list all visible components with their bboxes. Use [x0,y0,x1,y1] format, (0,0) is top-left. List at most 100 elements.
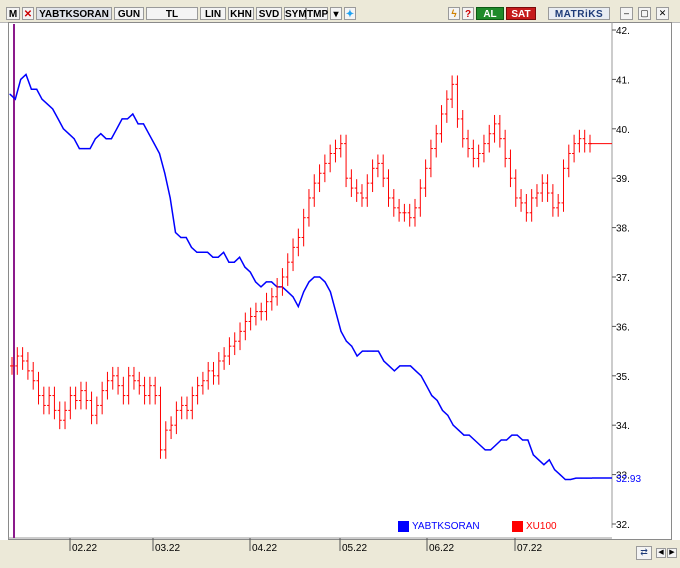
y-tick-label: 37. [616,273,630,284]
data-point-yabtksoran [174,231,177,234]
dropdown-arrow-icon[interactable]: ▾ [330,7,342,20]
minimize-icon[interactable]: – [620,7,633,20]
data-point-yabtksoran [335,310,337,313]
data-point-yabtksoran [201,251,203,253]
data-point-yabtksoran [228,261,230,263]
x-tick-label: 07.22 [517,543,542,554]
data-point-yabtksoran [265,281,267,283]
last-value-label: 32.93 [616,474,641,485]
data-point-yabtksoran [356,355,358,357]
data-point-yabtksoran [287,291,289,293]
currency-button[interactable]: TL [146,7,198,20]
x-tick-label: 04.22 [252,543,277,554]
data-point-yabtksoran [345,340,347,342]
data-point-yabtksoran [564,478,566,481]
tmp-button[interactable]: TMP [306,7,329,20]
data-point-yabtksoran [105,138,107,140]
data-point-yabtksoran [393,370,396,372]
data-point-yabtksoran [52,108,54,110]
toolbar: M ✕ YABTKSORAN GUN TL LIN KHN SVD SYM TM… [0,0,680,23]
data-point-yabtksoran [84,147,86,150]
m-button[interactable]: M [6,7,20,20]
svd-button[interactable]: SVD [256,7,282,20]
data-point-yabtksoran [148,133,150,135]
data-point-yabtksoran [62,128,64,130]
data-point-yabtksoran [137,123,139,125]
data-point-yabtksoran [196,251,198,253]
data-point-yabtksoran [340,330,342,332]
data-point-yabtksoran [303,291,305,293]
khn-button[interactable]: KHN [228,7,254,20]
data-point-yabtksoran [457,429,460,431]
data-point-yabtksoran [383,360,385,362]
data-point-yabtksoran [313,276,315,278]
data-point-yabtksoran [249,271,251,273]
chart-area[interactable] [8,22,672,540]
lightning-icon[interactable]: ϟ [448,7,460,20]
x-tick-label: 02.22 [72,543,97,554]
data-point-yabtksoran [319,276,321,278]
data-point-yabtksoran [46,103,48,105]
data-point-yabtksoran [20,78,22,80]
period-button[interactable]: GUN [114,7,144,20]
remove-icon[interactable]: ✕ [22,7,34,20]
data-point-yabtksoran [308,281,310,283]
scroll-right-icon[interactable]: ▶ [667,548,677,558]
data-point-yabtksoran [516,434,518,436]
data-point-yabtksoran [441,409,444,411]
data-point-yabtksoran [324,281,326,283]
data-point-yabtksoran [217,256,219,258]
y-tick-label: 35. [616,372,630,383]
data-point-yabtksoran [372,350,374,352]
sell-button[interactable]: SAT [506,7,536,20]
data-point-yabtksoran [153,143,155,145]
data-point-yabtksoran [495,444,497,446]
x-tick-label: 06.22 [429,543,454,554]
maximize-icon[interactable]: ▢ [638,7,651,20]
data-point-yabtksoran [9,93,11,95]
data-point-yabtksoran [255,281,257,283]
data-point-yabtksoran [57,118,59,120]
scale-button[interactable]: LIN [200,7,226,20]
x-tick-label: 05.22 [342,543,367,554]
help-icon[interactable]: ? [462,7,474,20]
scroll-left-icon[interactable]: ◀ [656,548,666,558]
data-point-yabtksoran [94,138,97,140]
data-point-yabtksoran [238,256,241,258]
data-point-yabtksoran [473,439,476,441]
symbol-field[interactable]: YABTKSORAN [36,7,112,20]
data-point-yabtksoran [404,365,406,367]
data-point-yabtksoran [68,133,70,135]
data-point-yabtksoran [116,128,118,130]
data-point-yabtksoran [73,138,75,140]
close-icon[interactable]: ✕ [656,7,669,20]
data-point-yabtksoran [121,118,123,120]
data-point-yabtksoran [409,365,412,367]
data-point-yabtksoran [126,118,129,120]
y-tick-label: 40. [616,125,630,136]
data-point-yabtksoran [78,147,81,150]
data-point-yabtksoran [233,261,235,263]
data-point-yabtksoran [489,449,492,451]
twitter-icon[interactable]: ✦ [344,7,356,20]
buy-button[interactable]: AL [476,7,504,20]
legend-label-xu100: XU100 [526,521,557,532]
sym-button[interactable]: SYM [284,7,307,20]
data-point-yabtksoran [425,385,428,387]
x-tick-label: 03.22 [155,543,180,554]
data-point-yabtksoran [559,474,561,476]
sync-icon[interactable]: ⇄ [636,546,652,560]
data-point-yabtksoran [100,133,102,135]
data-point-yabtksoran [132,113,134,115]
data-point-yabtksoran [158,152,161,155]
data-point-yabtksoran [500,439,502,441]
data-point-yabtksoran [399,365,401,367]
data-point-yabtksoran [527,439,529,441]
legend-swatch-xu100 [512,521,523,532]
data-point-yabtksoran [212,256,214,258]
data-point-yabtksoran [388,365,390,367]
data-point-yabtksoran [570,478,572,481]
data-point-yabtksoran [271,281,273,283]
data-point-yabtksoran [463,434,465,436]
data-point-yabtksoran [548,459,550,461]
